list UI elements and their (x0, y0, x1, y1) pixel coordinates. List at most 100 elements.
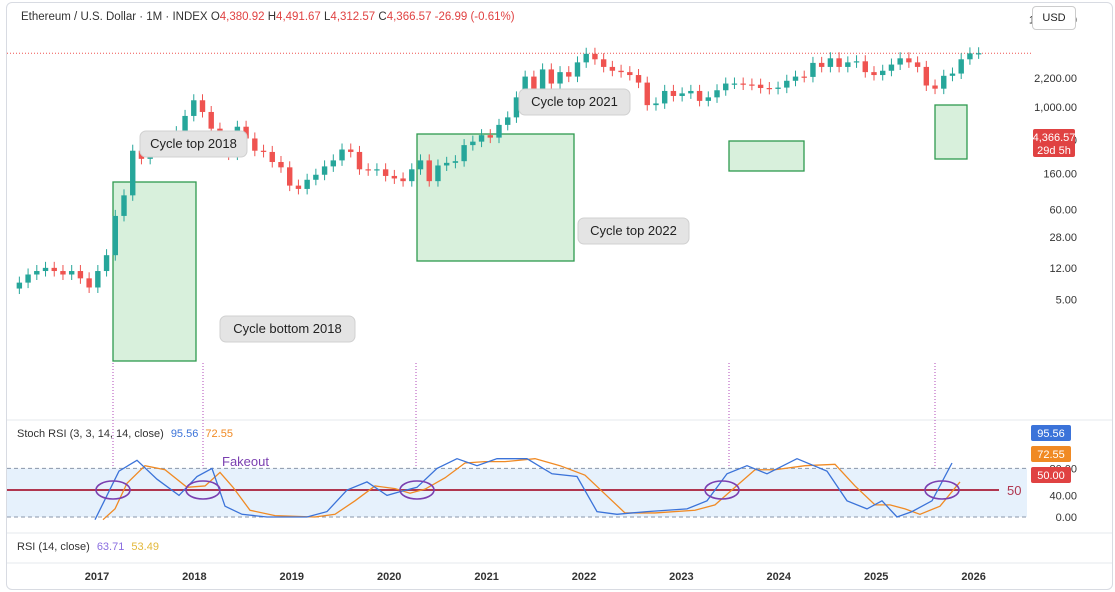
candle (914, 62, 921, 67)
callout-cycle-top-2018-box (139, 130, 248, 158)
candle (539, 69, 546, 95)
candle (400, 178, 406, 182)
candle (86, 278, 92, 288)
x-tick-label: 2025 (864, 571, 888, 583)
candle (705, 97, 712, 101)
candle (941, 75, 947, 89)
candle (862, 61, 868, 73)
stoch-rsi-d: 72.55 (205, 428, 233, 440)
candle (827, 58, 834, 67)
chart-frame: 25,000.0011,000.002,200.001,000.00400.00… (6, 2, 1113, 590)
candle (42, 267, 49, 272)
candle (252, 138, 258, 151)
stoch-d-line (102, 458, 961, 521)
candle (121, 195, 127, 216)
y-tick-label: 2,200.00 (1034, 73, 1077, 85)
callout-cycle-top-2021: Cycle top 2021 (531, 94, 618, 109)
fakeout-label: Fakeout (222, 454, 269, 469)
candle (374, 169, 380, 171)
candle (784, 80, 790, 88)
candle (609, 66, 616, 71)
price-badge-box (1033, 129, 1075, 157)
candle (68, 271, 75, 275)
candle (513, 97, 520, 118)
candle (749, 84, 755, 86)
callout-cycle-top-2018: Cycle top 2018 (150, 136, 237, 151)
chart-canvas: 25,000.0011,000.002,200.001,000.00400.00… (7, 15, 1112, 583)
cross-2025-ellipse (924, 480, 960, 500)
stoch-axis-label: 0.00 (1056, 512, 1077, 524)
candle (644, 82, 650, 106)
x-tick-label: 2018 (182, 571, 206, 583)
candle (191, 100, 197, 116)
candle (880, 70, 886, 76)
candle (871, 72, 877, 76)
candle (426, 160, 432, 182)
candle (470, 141, 476, 146)
candle (409, 169, 415, 182)
candle (356, 151, 363, 170)
open-value: 4,380.92 (219, 11, 265, 23)
candle (766, 88, 773, 90)
y-tick-label: 60.00 (1049, 204, 1077, 216)
cross-2018-ellipse (185, 480, 221, 500)
x-tick-label: 2023 (669, 571, 693, 583)
callout-cycle-top-2022-box (577, 217, 690, 245)
candle (661, 90, 668, 104)
currency-button[interactable]: USD (1032, 6, 1076, 30)
candle (548, 69, 555, 84)
candle (592, 53, 598, 60)
stoch-k-badge-box (1031, 425, 1071, 441)
rsi-ma: 53.49 (131, 541, 159, 553)
candle (435, 165, 441, 182)
candle (330, 160, 337, 167)
x-tick-label: 2026 (961, 571, 985, 583)
candle (949, 73, 956, 76)
candle (723, 83, 729, 91)
candle (77, 271, 84, 279)
cross-2020-ellipse (399, 480, 435, 500)
candle (60, 271, 66, 275)
x-tick-label: 2024 (767, 571, 792, 583)
candle (487, 135, 493, 138)
candle (845, 62, 851, 67)
close-value: 4,366.57 (386, 11, 432, 23)
cross-2023-ellipse (704, 480, 740, 500)
candle (923, 66, 930, 86)
candle (836, 58, 842, 67)
candle (958, 59, 964, 74)
candle (260, 150, 267, 152)
price-badge-countdown: 29d 5h (1037, 145, 1071, 157)
candle (461, 145, 467, 162)
callout-cycle-bottom-2018-box (219, 315, 356, 343)
candle (505, 117, 511, 125)
candle (182, 115, 188, 133)
candle (286, 167, 293, 186)
candle (574, 62, 581, 77)
symbol-title: Ethereum / U.S. Dollar · 1M · INDEX (21, 11, 208, 23)
highlight-box (112, 181, 197, 362)
candle (714, 90, 720, 98)
candle (566, 72, 572, 77)
candle (16, 282, 23, 289)
candle (853, 61, 860, 63)
rsi-value: 63.71 (96, 541, 125, 553)
stoch-axis-label: 40.00 (1049, 490, 1077, 502)
candle (740, 83, 746, 85)
stoch-50-label: 50 (1007, 483, 1021, 498)
candle (295, 185, 302, 189)
stoch-k-line (94, 457, 953, 520)
candle (51, 267, 57, 272)
candle (688, 90, 694, 94)
low-value: 4,312.57 (330, 11, 376, 23)
close-label: C (378, 11, 387, 23)
candle (313, 174, 319, 180)
highlight-box (728, 140, 805, 172)
stoch-d-badge: 72.55 (1037, 449, 1065, 461)
candle (618, 70, 624, 73)
stoch-rsi-k: 95.56 (170, 428, 199, 440)
cross-2017-ellipse (95, 480, 131, 500)
callout-cycle-top-2022: Cycle top 2022 (590, 223, 677, 238)
candle (731, 83, 738, 85)
rsi-label: RSI (14, close) (17, 541, 90, 553)
